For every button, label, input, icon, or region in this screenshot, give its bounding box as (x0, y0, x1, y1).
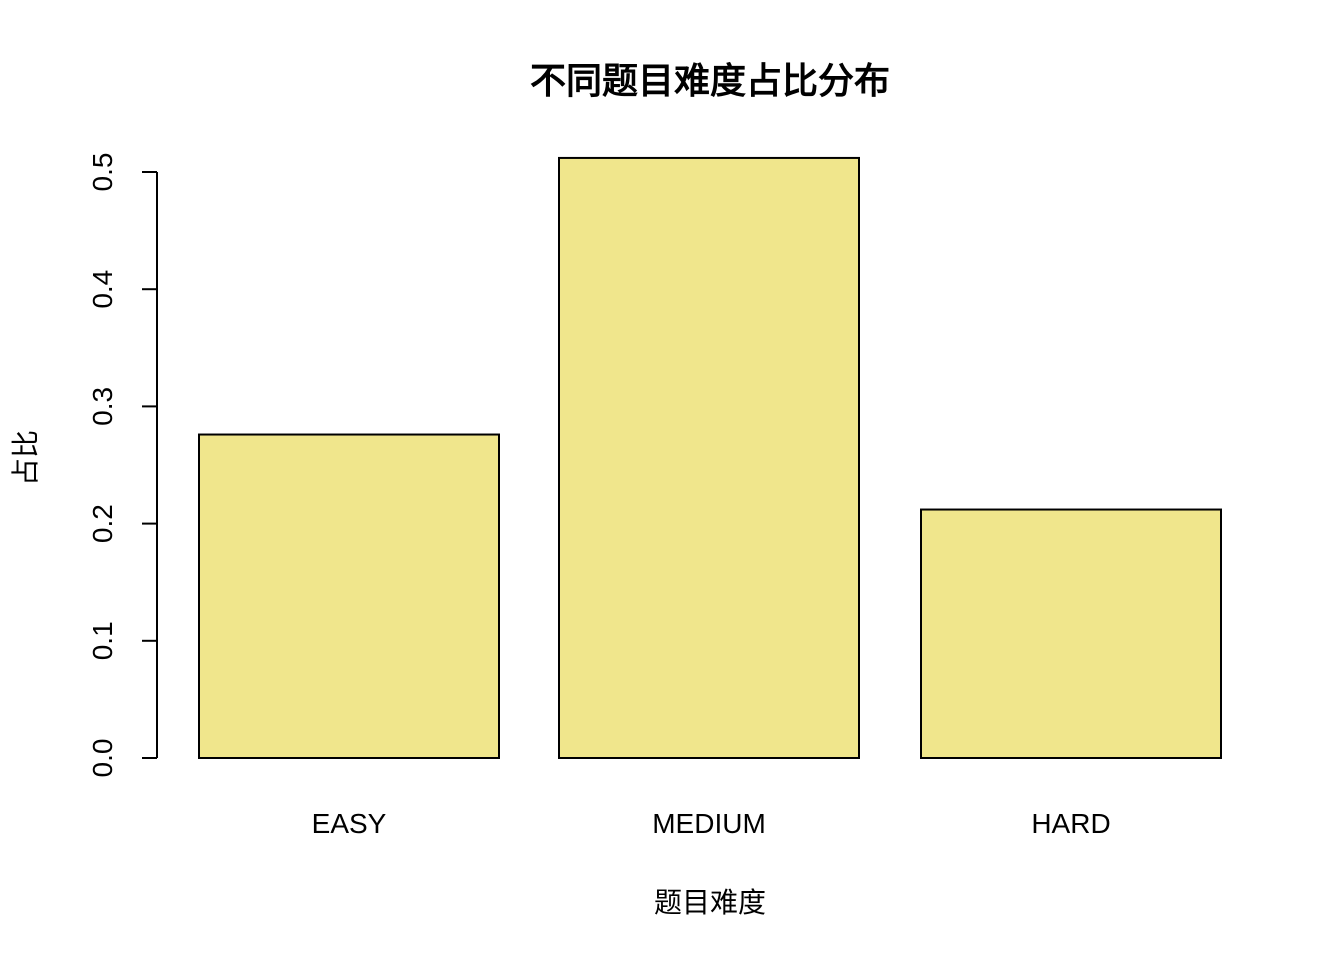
bars-group (198, 156, 1222, 760)
x-tick-label-hard: HARD (1031, 808, 1110, 839)
bar-hard (920, 508, 1222, 760)
chart-title: 不同题目难度占比分布 (530, 60, 890, 102)
y-tick-label: 0.2 (87, 504, 118, 543)
y-axis-label: 占比 (9, 430, 42, 486)
x-tick-label-medium: MEDIUM (652, 808, 766, 839)
x-axis-label: 题目难度 (654, 886, 766, 919)
y-tick-label: 0.3 (87, 387, 118, 426)
y-tick-label: 0.1 (87, 621, 118, 660)
x-axis-tick-labels: EASY MEDIUM HARD (312, 808, 1111, 839)
y-tick-label: 0.5 (87, 153, 118, 192)
bar-medium (558, 156, 860, 760)
y-axis: 0.0 0.1 0.2 0.3 0.4 0.5 (87, 153, 158, 778)
y-tick-label: 0.4 (87, 270, 118, 309)
bar-easy (198, 433, 500, 759)
x-tick-label-easy: EASY (312, 808, 387, 839)
y-tick-label: 0.0 (87, 739, 118, 778)
